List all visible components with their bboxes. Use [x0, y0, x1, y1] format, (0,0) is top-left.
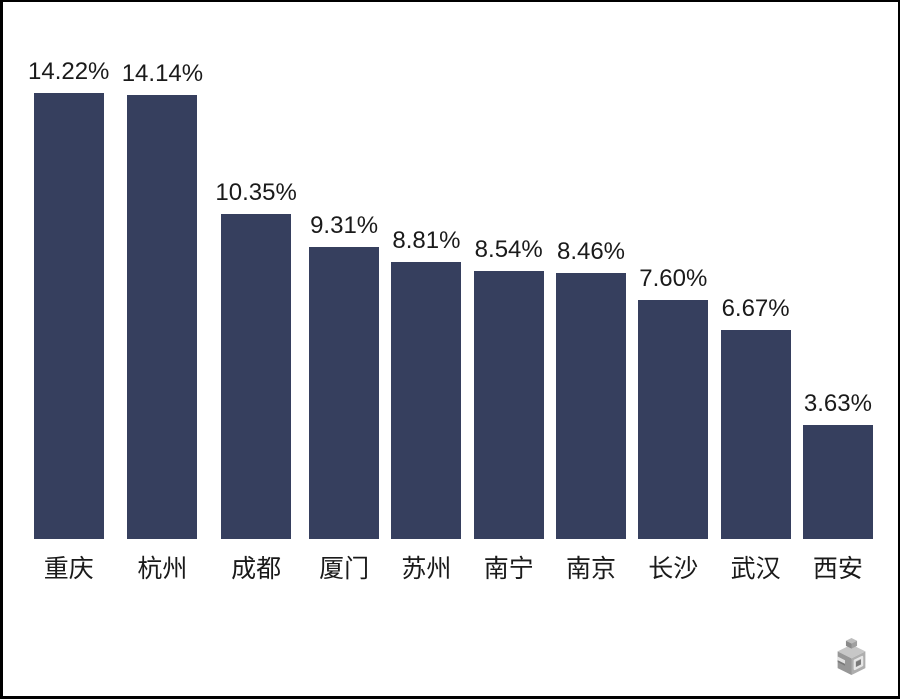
bar-value-label: 8.54% [474, 235, 543, 263]
bar [802, 425, 873, 539]
bar [127, 95, 198, 539]
bar-column: 8.54% 南宁 [473, 235, 544, 585]
x-axis-label: 成都 [231, 555, 282, 583]
x-axis-label: 重庆 [43, 555, 94, 583]
bar [309, 246, 380, 539]
bar-value-label: 7.60% [639, 265, 708, 293]
x-axis-label: 长沙 [648, 555, 699, 583]
bar-value-label: 14.22% [28, 57, 110, 85]
bar-value-label: 8.46% [556, 238, 626, 266]
bar-column: 8.81% 苏州 [391, 227, 462, 585]
bar-value-label: 8.81% [392, 227, 461, 255]
bar [638, 300, 709, 539]
bar-value-label: 9.31% [310, 211, 379, 239]
bar-column: 3.63% 西安 [802, 390, 873, 585]
bar [33, 92, 104, 539]
bar-column: 14.14% 杭州 [122, 61, 203, 585]
x-axis-label: 杭州 [137, 555, 188, 583]
bar-column: 8.46% 南京 [556, 239, 626, 585]
isometric-cube-logo [837, 638, 866, 675]
bar [473, 270, 544, 539]
x-axis-label: 西安 [812, 555, 863, 583]
bar [221, 214, 292, 539]
x-axis-label: 武汉 [730, 555, 781, 583]
bar-column: 7.60% 长沙 [638, 265, 709, 585]
bar-column: 6.67% 武汉 [720, 294, 791, 585]
bar-value-label: 3.63% [803, 390, 872, 417]
bar-value-label: 14.14% [121, 60, 204, 87]
x-axis-label: 南宁 [483, 555, 534, 583]
bar [391, 262, 462, 539]
bar-column: 9.31% 厦门 [309, 211, 380, 585]
bar-value-label: 10.35% [215, 179, 297, 206]
bar [720, 329, 791, 539]
bar-chart-plot: 14.22% 重庆 14.14% 杭州 10.35% 成都 9.31% 厦门 8… [28, 2, 873, 585]
bar-column: 14.22% 重庆 [28, 57, 110, 586]
x-axis-label: 南京 [565, 555, 616, 583]
x-axis-label: 厦门 [319, 555, 370, 583]
bar-column: 10.35% 成都 [215, 180, 296, 585]
x-axis-label: 苏州 [401, 555, 452, 583]
bar-value-label: 6.67% [721, 294, 790, 322]
bar [556, 273, 626, 539]
